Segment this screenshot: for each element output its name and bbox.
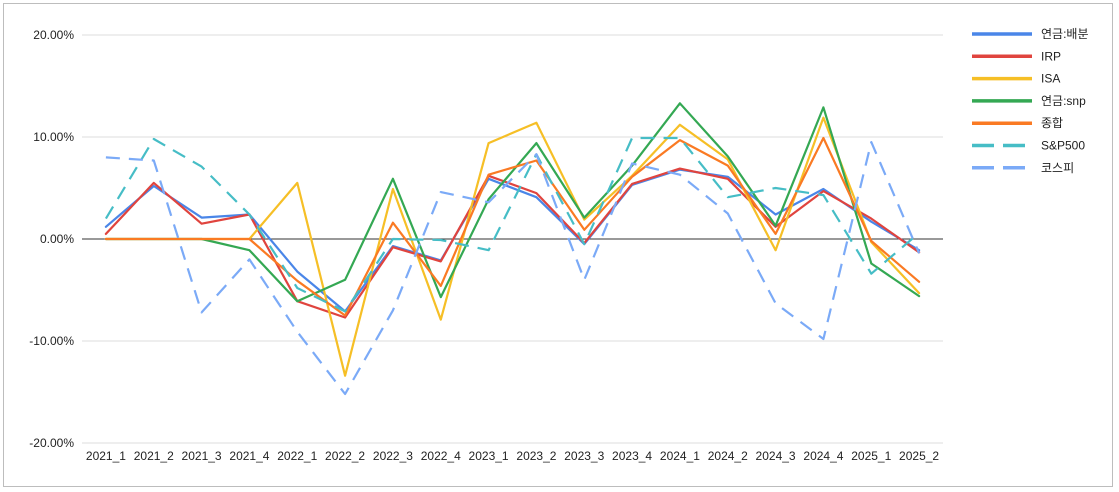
x-tick-label: 2021_2 <box>134 449 174 463</box>
y-tick-label: -10.00% <box>29 334 74 348</box>
y-axis-ticks: 20.00% 10.00% 0.00% -10.00% -20.00% <box>29 28 74 450</box>
x-tick-label: 2023_1 <box>469 449 509 463</box>
series-lines <box>104 102 921 396</box>
x-axis-ticks: 2021_1 2021_2 2021_3 2021_4 2022_1 2022_2 2022… <box>86 449 940 463</box>
x-tick-label: 2024_3 <box>756 449 796 463</box>
x-tick-label: 2023_2 <box>516 449 556 463</box>
legend-label: ISA <box>1041 72 1060 86</box>
x-tick-label: 2024_4 <box>803 449 843 463</box>
y-tick-label: 10.00% <box>33 130 74 144</box>
x-tick-label: 2022_3 <box>373 449 413 463</box>
x-tick-label: 2022_1 <box>277 449 317 463</box>
x-tick-label: 2024_1 <box>660 449 700 463</box>
x-tick-label: 2022_4 <box>421 449 461 463</box>
chart-frame <box>3 3 1113 487</box>
x-tick-label: 2023_3 <box>564 449 604 463</box>
x-tick-label: 2021_3 <box>182 449 222 463</box>
x-tick-label: 2022_2 <box>325 449 365 463</box>
x-tick-label: 2021_4 <box>229 449 269 463</box>
series-line-6 <box>105 141 921 396</box>
x-tick-label: 2021_1 <box>86 449 126 463</box>
series-line-1 <box>104 167 921 319</box>
y-tick-label: -20.00% <box>29 436 74 450</box>
legend-label: 연금:snp <box>1041 94 1086 108</box>
legend-label: 연금:배분 <box>1041 27 1089 41</box>
x-tick-label: 2023_4 <box>612 449 652 463</box>
legend-label: 종합 <box>1041 116 1063 130</box>
series-line-4 <box>104 136 921 317</box>
legend: 연금:배분 IRP ISA 연금:snp 종합 S&P500 코스피 <box>972 27 1089 175</box>
series-line-5 <box>104 136 920 313</box>
x-tick-label: 2024_2 <box>708 449 748 463</box>
x-tick-label: 2025_2 <box>899 449 939 463</box>
legend-label: 코스피 <box>1041 161 1074 175</box>
x-tick-label: 2025_1 <box>851 449 891 463</box>
series-line-3 <box>104 102 921 303</box>
y-tick-label: 0.00% <box>40 232 74 246</box>
y-tick-label: 20.00% <box>33 28 74 42</box>
legend-label: IRP <box>1041 49 1061 63</box>
legend-label: S&P500 <box>1041 139 1085 153</box>
series-line-2 <box>104 116 921 377</box>
